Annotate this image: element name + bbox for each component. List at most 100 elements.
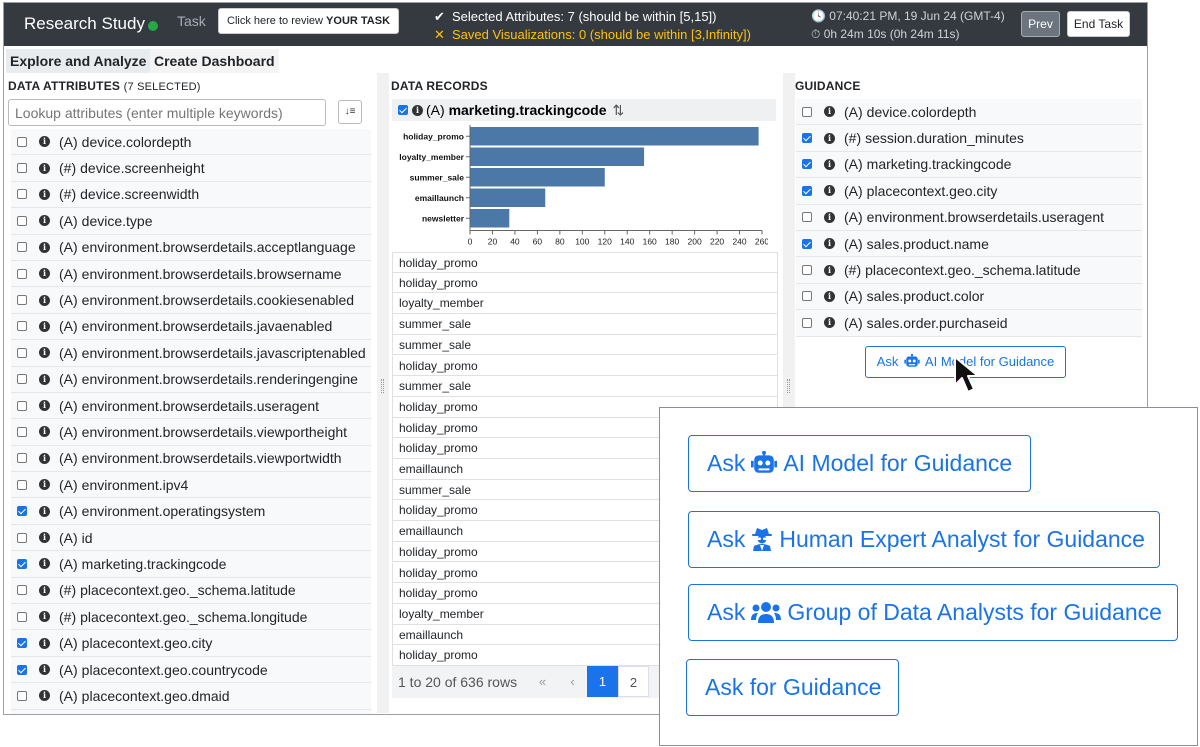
attribute-row[interactable]: i (A) placecontext.geo.city <box>11 630 371 657</box>
attribute-checkbox[interactable] <box>17 136 27 147</box>
info-icon[interactable]: i <box>39 268 50 280</box>
attribute-row[interactable]: i (#) placecontext.geo._schema.longitude <box>11 604 371 631</box>
attribute-row[interactable]: i (#) device.screenheight <box>11 155 371 182</box>
info-icon[interactable]: i <box>39 373 50 385</box>
attribute-checkbox[interactable] <box>17 347 27 358</box>
info-icon[interactable]: i <box>39 505 50 517</box>
table-row[interactable]: holiday_promo <box>392 252 778 273</box>
attribute-row[interactable]: i (A) environment.browserdetails.javaenabl… <box>11 314 371 341</box>
attribute-checkbox[interactable] <box>17 426 27 437</box>
end-task-button[interactable]: End Task <box>1067 11 1130 37</box>
table-row[interactable]: loyalty_member <box>392 293 778 315</box>
page-2-button[interactable]: 2 <box>618 666 649 697</box>
attribute-checkbox[interactable] <box>17 268 27 279</box>
sort-attributes-button[interactable]: ↓≡ <box>338 100 362 124</box>
attribute-row[interactable]: i (A) placecontext.geo.dmaid <box>11 683 371 710</box>
attribute-row[interactable]: i (A) sales.order.purchaseid <box>796 310 1142 337</box>
attribute-search-input[interactable] <box>8 99 326 126</box>
info-icon[interactable]: i <box>39 241 50 253</box>
bar-newsletter[interactable] <box>470 209 510 228</box>
attribute-checkbox[interactable] <box>17 690 27 701</box>
attribute-row[interactable]: i (#) session.duration_minutes <box>796 125 1142 152</box>
attribute-checkbox[interactable] <box>802 133 812 144</box>
attribute-row[interactable]: i (A) device.colordepth <box>796 99 1142 126</box>
ask-group-analysts-button[interactable]: Ask Group of Data Analysts for Guidance <box>688 584 1178 641</box>
resize-handle-left[interactable] <box>377 73 389 713</box>
attribute-row[interactable]: i (A) environment.operatingsystem <box>11 498 371 525</box>
attribute-row[interactable]: i (#) placecontext.geo._schema.latitude <box>11 578 371 605</box>
ask-human-expert-button[interactable]: Ask Human Expert Analyst for Guidance <box>688 511 1160 568</box>
info-icon[interactable]: i <box>39 479 50 491</box>
attribute-row[interactable]: i (A) environment.browserdetails.cookiesen… <box>11 287 371 314</box>
attribute-checkbox[interactable] <box>802 212 812 223</box>
info-icon[interactable]: i <box>824 290 835 302</box>
info-icon[interactable]: i <box>39 320 50 332</box>
attribute-row[interactable]: i (A) environment.browserdetails.useragent <box>11 393 371 420</box>
info-icon[interactable]: i <box>824 264 835 276</box>
info-icon[interactable]: i <box>39 215 50 227</box>
attribute-checkbox[interactable] <box>17 638 27 649</box>
info-icon[interactable]: i <box>39 584 50 596</box>
table-row[interactable]: summer_sale <box>392 334 778 356</box>
info-icon[interactable]: i <box>39 136 50 148</box>
prev-button[interactable]: Prev <box>1021 11 1060 37</box>
column-checkbox[interactable] <box>398 105 408 115</box>
attribute-checkbox[interactable] <box>802 106 812 117</box>
attribute-row[interactable]: i (A) environment.browserdetails.useragent <box>796 204 1142 231</box>
attribute-checkbox[interactable] <box>17 321 27 332</box>
info-icon[interactable]: i <box>39 690 50 702</box>
attribute-checkbox[interactable] <box>17 506 27 517</box>
info-icon[interactable]: i <box>824 238 835 250</box>
review-task-button[interactable]: Click here to review YOUR TASK <box>218 8 400 34</box>
attribute-checkbox[interactable] <box>17 400 27 411</box>
attribute-checkbox[interactable] <box>802 317 812 328</box>
bar-loyalty_member[interactable] <box>470 147 645 167</box>
info-icon[interactable]: i <box>39 426 50 438</box>
bar-summer_sale[interactable] <box>470 168 605 187</box>
info-icon[interactable]: i <box>824 317 835 329</box>
attribute-checkbox[interactable] <box>17 453 27 464</box>
resize-handle-right[interactable] <box>783 73 795 413</box>
attribute-row[interactable]: i (A) device.type <box>11 208 371 235</box>
attribute-row[interactable]: i (#) placecontext.geo._schema.latitude <box>796 257 1142 284</box>
info-icon[interactable]: i <box>39 400 50 412</box>
attribute-row[interactable]: i (#) device.screenwidth <box>11 182 371 209</box>
attribute-checkbox[interactable] <box>17 242 27 253</box>
info-icon[interactable]: i <box>39 294 50 306</box>
table-row[interactable]: holiday_promo <box>392 272 778 294</box>
attribute-row[interactable]: i (A) environment.browserdetails.browserna… <box>11 261 371 288</box>
attribute-row[interactable]: i (A) marketing.trackingcode <box>11 551 371 578</box>
info-icon[interactable]: i <box>824 185 835 197</box>
info-icon[interactable]: i <box>824 106 835 118</box>
info-icon[interactable]: i <box>824 158 835 170</box>
attribute-row[interactable]: i (A) placecontext.geo.city <box>796 178 1142 205</box>
page-1-button[interactable]: 1 <box>587 666 618 697</box>
info-icon[interactable]: i <box>824 132 835 144</box>
info-icon[interactable]: i <box>39 637 50 649</box>
attribute-row[interactable]: i (A) environment.browserdetails.viewporth… <box>11 419 371 446</box>
info-icon[interactable]: i <box>39 347 50 359</box>
attribute-checkbox[interactable] <box>802 291 812 302</box>
sort-arrows-icon[interactable]: ⇅ <box>612 101 625 118</box>
table-row[interactable]: summer_sale <box>392 314 778 335</box>
first-page-button[interactable]: « <box>538 674 547 689</box>
attribute-checkbox[interactable] <box>17 558 27 569</box>
bar-holiday_promo[interactable] <box>470 127 759 146</box>
table-row[interactable]: holiday_promo <box>392 355 778 377</box>
attribute-checkbox[interactable] <box>17 479 27 490</box>
ask-for-guidance-button[interactable]: Ask for Guidance <box>686 659 899 716</box>
attribute-checkbox[interactable] <box>17 664 27 675</box>
tab-create-dashboard[interactable]: Create Dashboard <box>150 49 279 73</box>
attribute-checkbox[interactable] <box>17 374 27 385</box>
info-icon[interactable]: i <box>39 558 50 570</box>
prev-page-button[interactable]: ‹ <box>570 674 575 689</box>
attribute-checkbox[interactable] <box>802 265 812 276</box>
attribute-checkbox[interactable] <box>17 189 27 200</box>
attribute-row[interactable]: i (A) marketing.trackingcode <box>796 151 1142 179</box>
attribute-checkbox[interactable] <box>802 159 812 170</box>
info-icon[interactable]: i <box>39 532 50 544</box>
attribute-checkbox[interactable] <box>17 532 27 543</box>
attribute-checkbox[interactable] <box>17 585 27 596</box>
attribute-checkbox[interactable] <box>802 185 812 196</box>
attribute-row[interactable]: i (A) environment.ipv4 <box>11 472 371 499</box>
